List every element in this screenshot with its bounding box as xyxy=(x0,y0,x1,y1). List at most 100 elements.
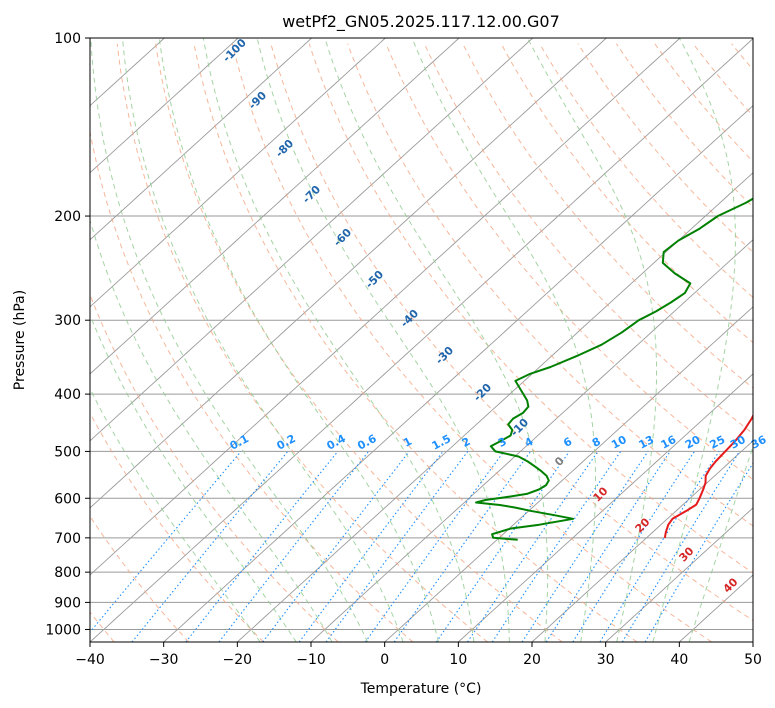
moist-adiabat-line xyxy=(202,38,475,642)
isotherm-line xyxy=(163,105,753,642)
dry-adiabat-label: 20 xyxy=(633,515,653,535)
mixing-ratio-label: 1 xyxy=(401,435,414,450)
moist-adiabat-line xyxy=(90,387,261,642)
mixing-ratio-line xyxy=(491,451,622,642)
dry-adiabat-label: -40 xyxy=(398,307,421,330)
dry-adiabat-line xyxy=(770,44,775,642)
dry-adiabat-line xyxy=(90,293,339,642)
plot-frame xyxy=(89,37,754,643)
x-tick-label: 0 xyxy=(380,652,389,668)
dry-adiabat-line xyxy=(615,43,753,208)
dry-adiabat-label: 0 xyxy=(552,454,567,469)
isotherm-line xyxy=(605,507,753,642)
mixing-ratio-line xyxy=(521,451,649,642)
y-tick-label: 200 xyxy=(54,209,81,225)
mixing-ratio-line xyxy=(644,462,753,642)
x-tick-label: 30 xyxy=(597,652,615,668)
moist-adiabat-line xyxy=(122,38,404,642)
mixing-ratio-line xyxy=(262,451,410,642)
mixing-ratio-line xyxy=(131,451,289,642)
mixing-ratio-label: 6 xyxy=(561,435,574,450)
moist-adiabat-line xyxy=(90,38,369,642)
isotherm-line xyxy=(236,172,753,642)
y-axis-title: Pressure (hPa) xyxy=(12,290,28,390)
mixing-ratio-line xyxy=(599,451,720,642)
mixing-ratio-label: 13 xyxy=(637,433,657,452)
temperature-profile-line xyxy=(663,413,753,538)
mixing-ratio-line xyxy=(467,451,599,642)
dry-adiabat-line xyxy=(462,43,753,389)
y-tick-label: 1000 xyxy=(45,622,81,638)
x-tick-label: 20 xyxy=(523,652,541,668)
mixing-ratio-line xyxy=(435,451,570,642)
mixing-ratio-label: 0.2 xyxy=(275,432,298,453)
moist-adiabat-line xyxy=(688,444,753,642)
mixing-ratio-label: 16 xyxy=(659,433,679,452)
mixing-ratio-label: 36 xyxy=(749,433,769,452)
mixing-ratio-line xyxy=(364,451,505,642)
mixing-ratio-label: 25 xyxy=(708,433,728,452)
moist-adiabat-line xyxy=(411,38,596,642)
moist-adiabat-line xyxy=(90,218,333,642)
isotherm-line xyxy=(752,641,753,642)
dry-adiabat-label: -20 xyxy=(471,381,494,404)
dry-adiabat-line xyxy=(654,43,753,163)
moist-adiabat-line xyxy=(324,38,549,642)
x-tick-label: 40 xyxy=(670,652,688,668)
x-tick-label: −20 xyxy=(223,652,253,668)
chart-title: wetPf2_GN05.2025.117.12.00.G07 xyxy=(282,12,560,32)
isotherm-line xyxy=(90,38,239,174)
dry-adiabat-line xyxy=(500,43,753,344)
isotherm-line xyxy=(90,38,533,442)
x-axis: −40 −30 −20 −10 0 10 20 30 40 50 xyxy=(75,642,762,668)
dry-adiabat-line xyxy=(385,43,753,481)
dry-adiabat-line xyxy=(90,129,414,642)
mixing-ratio-line xyxy=(545,451,671,642)
dry-adiabat-line xyxy=(90,515,190,642)
moist-adiabat-line xyxy=(256,38,510,642)
dry-adiabat-line xyxy=(347,43,753,527)
isotherm-line xyxy=(90,38,460,375)
mixing-ratio-line xyxy=(218,451,370,642)
x-tick-label: 10 xyxy=(449,652,467,668)
dry-adiabat-line xyxy=(308,43,753,574)
y-axis: 100 200 300 400 500 600 700 800 900 1000 xyxy=(45,31,90,638)
mixing-ratio-label: 0.1 xyxy=(228,432,251,453)
mixing-ratio-line xyxy=(621,451,741,642)
y-tick-label: 300 xyxy=(54,313,81,329)
x-axis-title: Temperature (°C) xyxy=(360,681,482,697)
mixing-ratio-line xyxy=(572,451,695,642)
dry-adiabat-label: 10 xyxy=(591,484,611,504)
dry-adiabat-line xyxy=(193,43,638,642)
dry-adiabat-label: -70 xyxy=(300,183,323,206)
mixing-ratio-label: 8 xyxy=(590,435,603,450)
y-tick-label: 100 xyxy=(54,31,81,47)
mixing-ratio-line xyxy=(185,451,339,642)
sounding-series xyxy=(475,197,753,541)
moist-adiabat-line xyxy=(90,313,297,642)
x-tick-label: 50 xyxy=(744,652,762,668)
isotherm-line xyxy=(384,306,753,642)
mixing-ratio-line xyxy=(325,451,469,642)
y-tick-label: 700 xyxy=(54,531,81,547)
isotherm-line xyxy=(310,239,753,642)
y-tick-label: 500 xyxy=(54,444,81,460)
moist-adiabat-line xyxy=(158,38,439,642)
y-tick-label: 900 xyxy=(54,595,81,611)
dry-adiabat-line xyxy=(423,43,753,435)
dry-adiabat-line xyxy=(692,43,753,117)
y-tick-label: 800 xyxy=(54,565,81,581)
mixing-ratio-line xyxy=(298,451,444,642)
dry-adiabat-label: -80 xyxy=(273,137,296,160)
dry-adiabat-label: 40 xyxy=(721,575,741,595)
y-tick-label: 400 xyxy=(54,387,81,403)
dry-adiabat-line xyxy=(155,43,563,642)
dry-adiabat-label: -30 xyxy=(433,344,456,367)
x-tick-label: −40 xyxy=(75,652,105,668)
x-tick-label: −10 xyxy=(296,652,326,668)
y-tick-label: 600 xyxy=(54,491,81,507)
mixing-ratio-label: 30 xyxy=(728,433,748,452)
isotherm-line xyxy=(531,440,753,642)
isotherm-line xyxy=(90,38,312,241)
